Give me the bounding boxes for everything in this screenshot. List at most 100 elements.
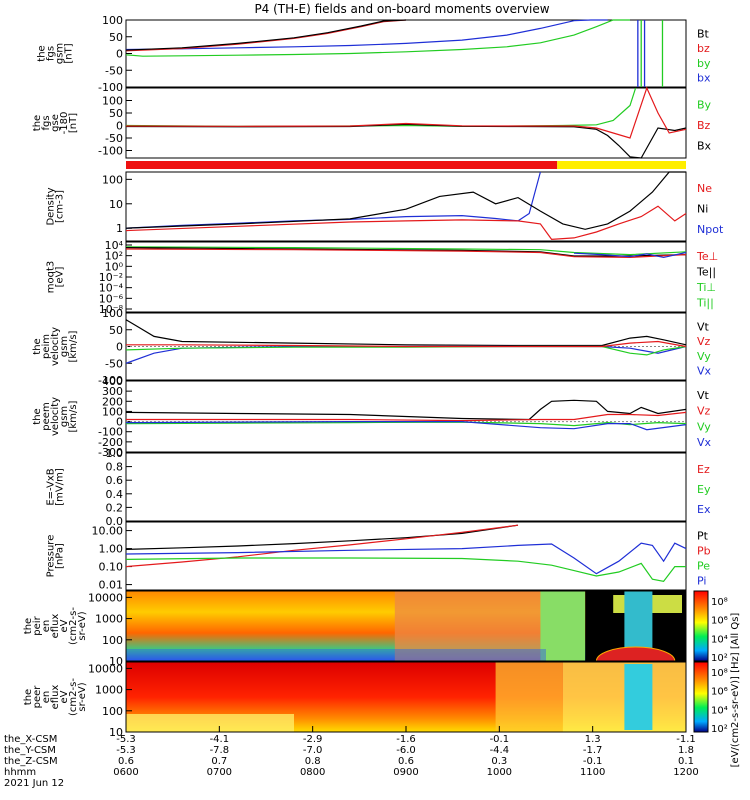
x-tick-label: -7.0 [303, 745, 323, 756]
series-bz [125, 19, 407, 52]
panel-frame [125, 87, 687, 159]
panel-frame [125, 380, 687, 453]
y-axis-label: the [23, 618, 34, 634]
x-tick-label: -2.9 [303, 734, 323, 745]
x-tick-label: -1.7 [583, 745, 603, 756]
colorbar [693, 590, 709, 662]
y-tick-label: 1 [116, 222, 123, 235]
series-Vt [125, 399, 687, 421]
legend-label: Ti⊥ [696, 281, 716, 294]
series-Pe [125, 557, 686, 583]
y-axis-label: Pressure [46, 535, 57, 578]
x-tick-label: -0.1 [490, 734, 510, 745]
y-tick-label: 10000 [88, 662, 123, 675]
legend-label: Ez [697, 463, 710, 476]
x-tick-label: 1000 [487, 767, 512, 778]
legend-label: Bx [697, 140, 712, 153]
y-axis-label: [cm-3] [55, 190, 66, 223]
panel-10: 10⁸ 10⁶ 10⁴ 10² 10000 1000 100 10 thepeereneflux… [23, 661, 728, 739]
panel-frame [125, 171, 687, 242]
colorbar-tick-label: 10⁴ [711, 634, 728, 645]
series-Vx [125, 345, 687, 364]
y-axis-label: -180 [59, 112, 70, 135]
x-tick-label: 1100 [580, 767, 605, 778]
x-tick-label: 0700 [207, 767, 232, 778]
y-axis-label: fgs [46, 46, 57, 61]
y-tick-label: 100 [102, 14, 123, 27]
y-tick-label: 10⁻⁶ [99, 292, 124, 305]
panels: 100500-50-100thefgsgsm[nT]Btbzbybx100500… [23, 14, 728, 739]
y-axis-label: peer [32, 685, 43, 709]
legend-label: By [697, 98, 712, 111]
series-Vy [125, 345, 687, 356]
x-tick-label: 1.3 [585, 734, 601, 745]
colorbar-tick-label: 10⁸ [711, 668, 728, 679]
x-tick-label: 0.3 [491, 756, 507, 767]
status-bar-segment [557, 161, 686, 169]
y-axis-label: en [41, 620, 52, 633]
panel-8: 10.00 1.00 0.10 0.01 Pressure[nPa] Pt Pb Pe Pi [46, 521, 711, 592]
y-axis-label: [eV] [55, 267, 66, 288]
y-tick-label: 0.10 [99, 561, 124, 574]
y-axis-label: [mV/m] [55, 468, 66, 506]
legend-label: by [697, 57, 711, 70]
y-axis-label: eflux [50, 685, 61, 710]
y-tick-label: 100 [102, 173, 123, 186]
series-bx [125, 19, 608, 51]
legend-label: Npot [697, 223, 724, 236]
y-axis-label: moqt3 [46, 261, 57, 294]
x-tick-label: 0.6 [118, 756, 134, 767]
y-axis-label: peem [41, 402, 52, 430]
panel-frame [125, 19, 687, 88]
x-tick-label: 0.6 [398, 756, 414, 767]
y-axis-label: [nT] [64, 43, 75, 63]
y-axis-label: the [32, 115, 43, 131]
series-by [125, 19, 630, 57]
series-Vz [126, 411, 687, 422]
panel-9: 10⁸ 10⁶ 10⁴ 10² 10000 1000 100 10 thepeireneflux… [23, 590, 728, 668]
legend-label: bx [697, 72, 711, 85]
y-tick-label: -50 [105, 132, 123, 145]
y-tick-label: 10² [105, 250, 123, 263]
series-Te [125, 247, 687, 257]
y-tick-label: 300 [102, 385, 123, 398]
legend-label: Ti|| [696, 296, 714, 309]
series-Npot [125, 171, 541, 229]
y-axis-label: en [41, 691, 52, 704]
legend-label: bz [697, 42, 710, 55]
x-tick-label: -6.0 [396, 745, 416, 756]
y-axis-label: velocity [50, 397, 61, 436]
y-axis-label: velocity [50, 327, 61, 366]
y-axis-label: gsm [55, 43, 66, 64]
y-axis-label: [nT] [68, 113, 79, 133]
x-row-label: the_Y-CSM [4, 745, 56, 756]
x-row-label: the_X-CSM [4, 734, 57, 745]
x-tick-label: -7.8 [210, 745, 230, 756]
x-row-label: the_Z-CSM [4, 756, 58, 767]
legend-label: Vz [697, 335, 711, 348]
colorbar-tick-label: 10⁶ [711, 687, 728, 698]
x-tick-label: -1.6 [396, 734, 416, 745]
series-Vy [125, 421, 687, 427]
y-tick-label: 1.0 [106, 447, 124, 460]
series-Vt [125, 319, 687, 347]
y-tick-label: 10000 [88, 591, 123, 604]
y-tick-label: 50 [109, 31, 123, 44]
y-tick-label: 10.00 [92, 525, 124, 538]
legend-label: Pi [697, 575, 706, 588]
y-axis-label: [km/s] [68, 330, 79, 362]
legend-label: Pb [697, 545, 711, 558]
y-axis-label: gse [50, 114, 61, 132]
series-By [125, 87, 637, 127]
y-tick-label: -100 [98, 426, 123, 439]
y-axis-label: eV [59, 619, 70, 632]
series-Vx [125, 421, 687, 431]
series-Vz [126, 340, 687, 348]
y-tick-label: -100 [98, 374, 123, 387]
y-tick-label: 10 [109, 198, 123, 211]
panel-3: 100 10 1 Density[cm-3] Ne Ni Npot [46, 171, 724, 242]
y-tick-label: 10⁰ [105, 260, 124, 273]
x-axis-labels: the_X-CSM -5.3 -4.1 -2.9 -1.6 -0.1 1.3 -1.1 the_… [4, 613, 741, 789]
